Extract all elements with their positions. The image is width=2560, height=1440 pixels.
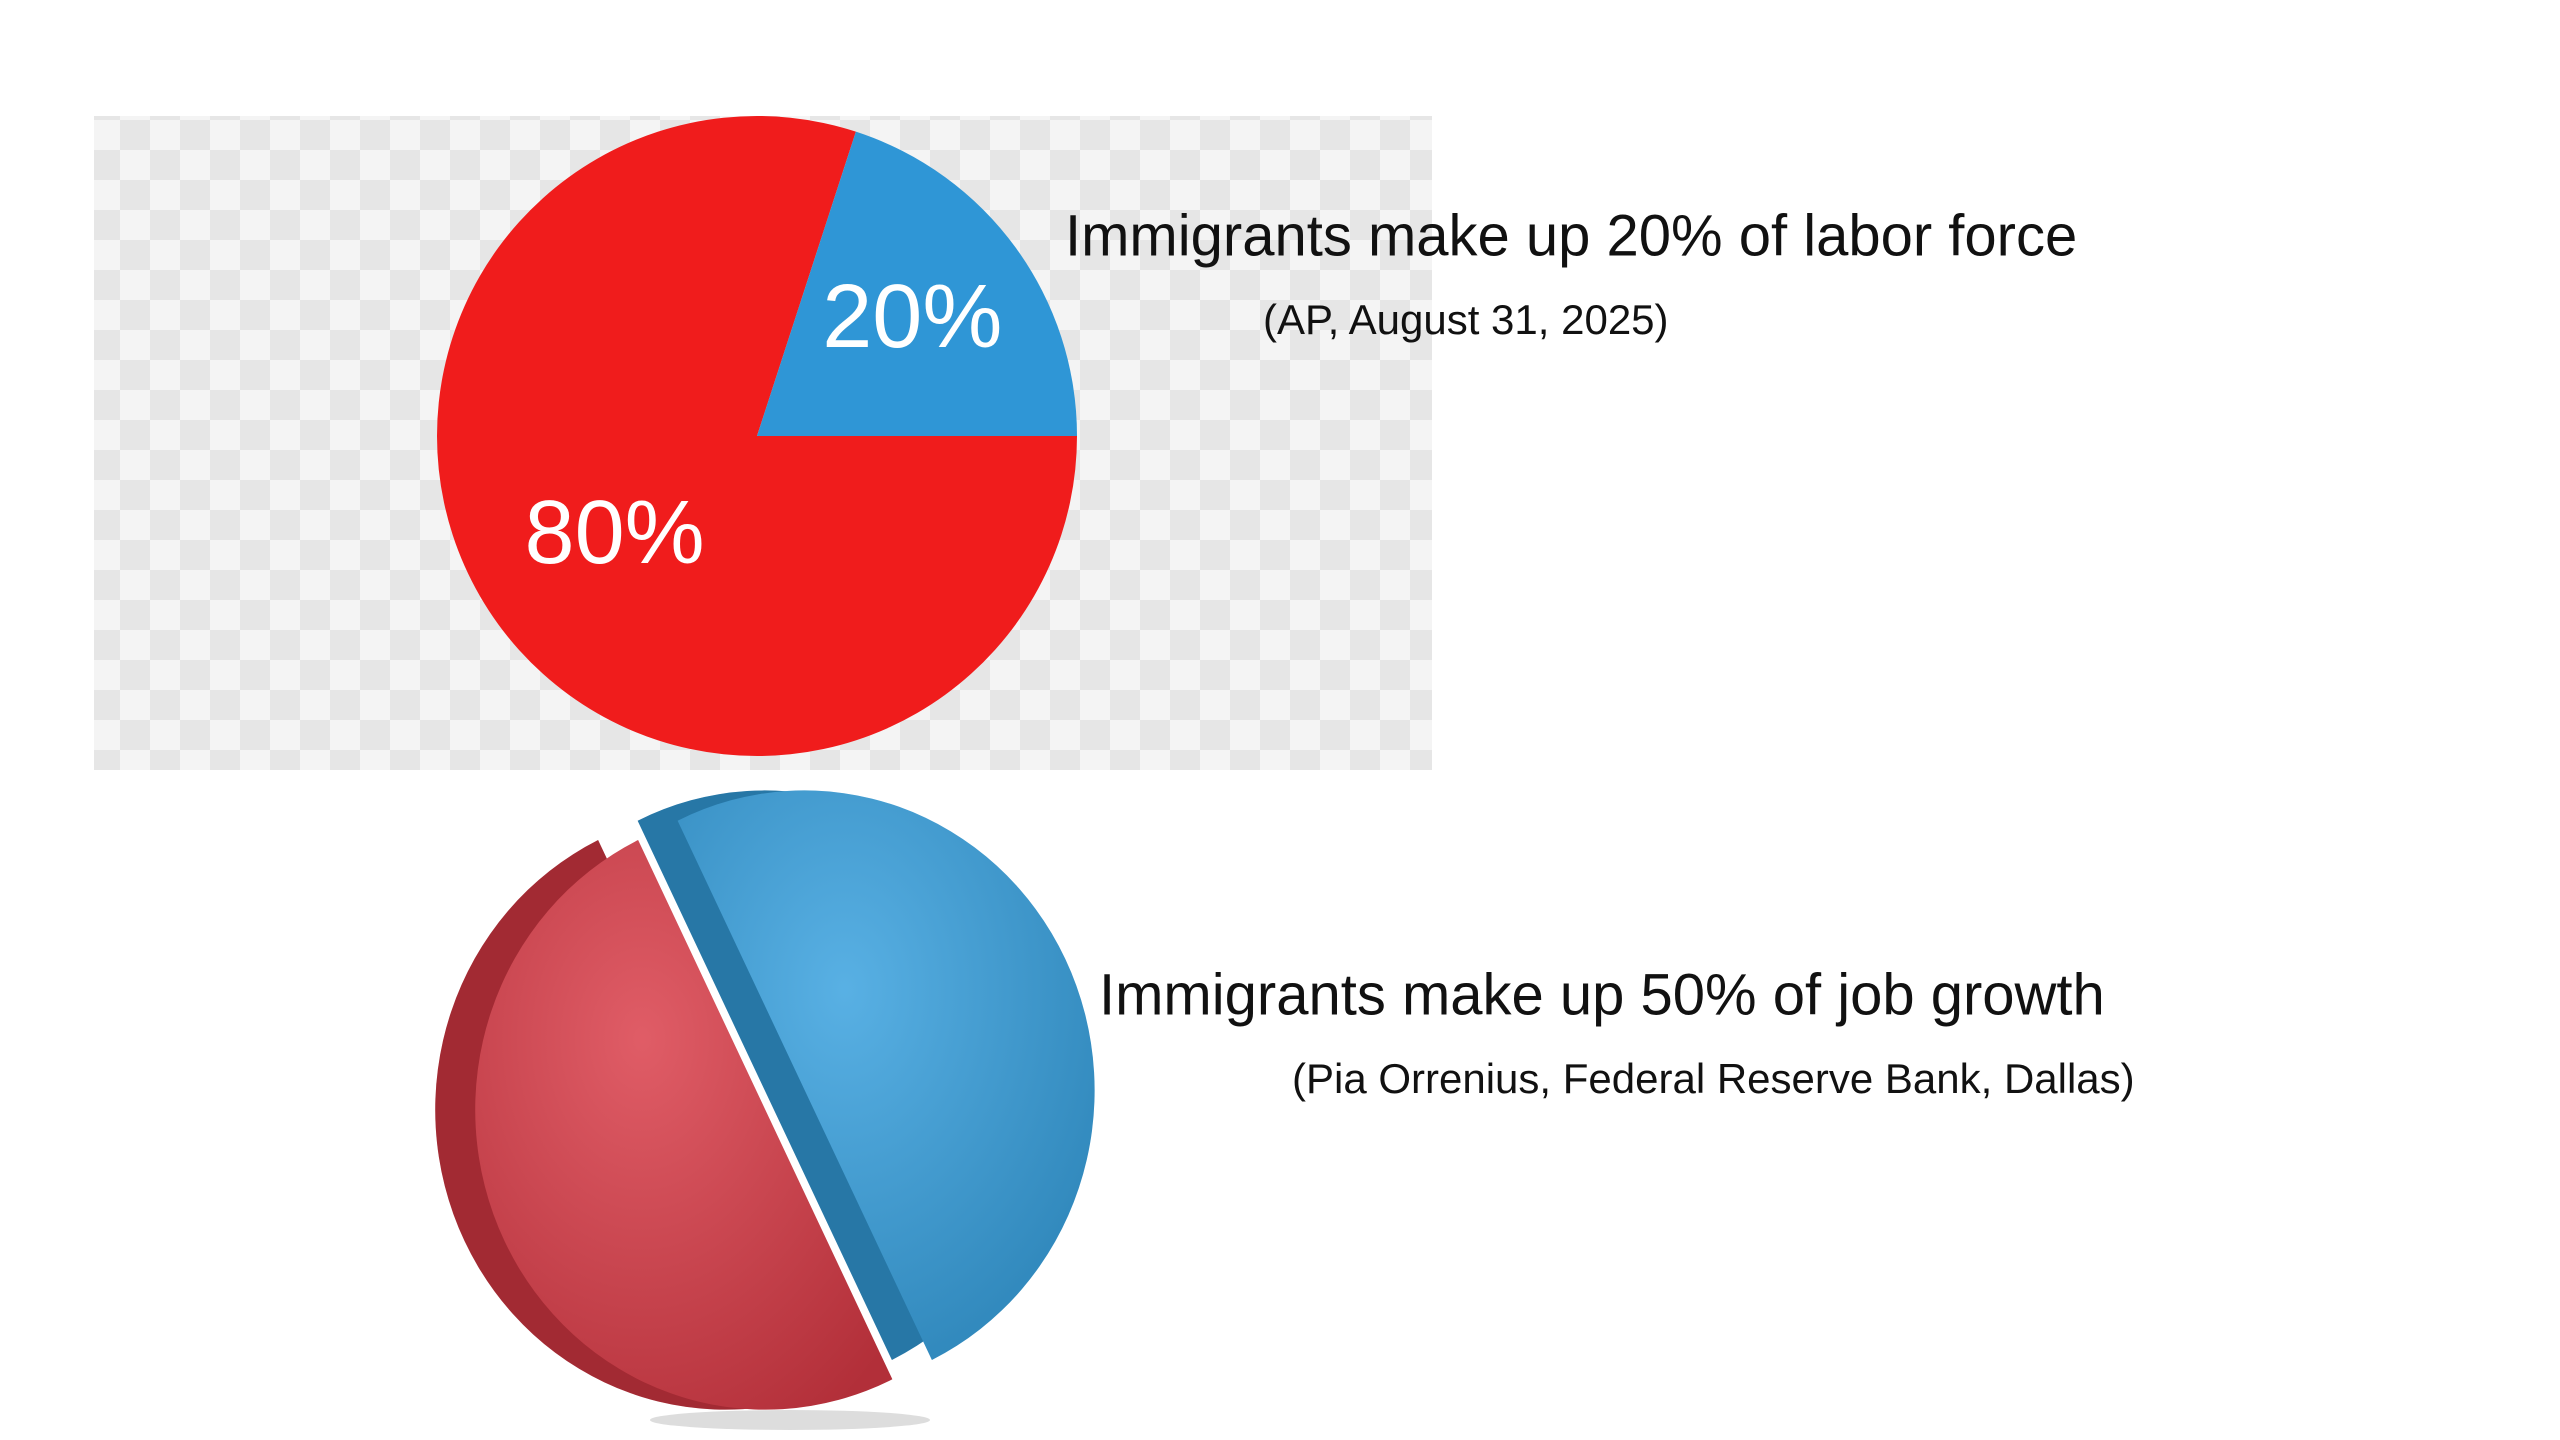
chart-title: Immigrants make up 20% of labor force — [1065, 203, 2077, 268]
pie-shadow — [650, 1410, 930, 1430]
pie-slice — [437, 115, 1077, 756]
pie-slice-shade — [677, 790, 1095, 1360]
chart-title: Immigrants make up 50% of job growth — [1099, 962, 2105, 1027]
value-label: 20% — [822, 267, 1002, 367]
chart-subtitle: (AP, August 31, 2025) — [1263, 296, 1669, 343]
pie-slice — [757, 131, 1077, 436]
pie-slice-shade — [475, 840, 893, 1410]
chart-subtitle: (Pia Orrenius, Federal Reserve Bank, Dal… — [1292, 1055, 2135, 1102]
value-label: 80% — [525, 483, 705, 583]
